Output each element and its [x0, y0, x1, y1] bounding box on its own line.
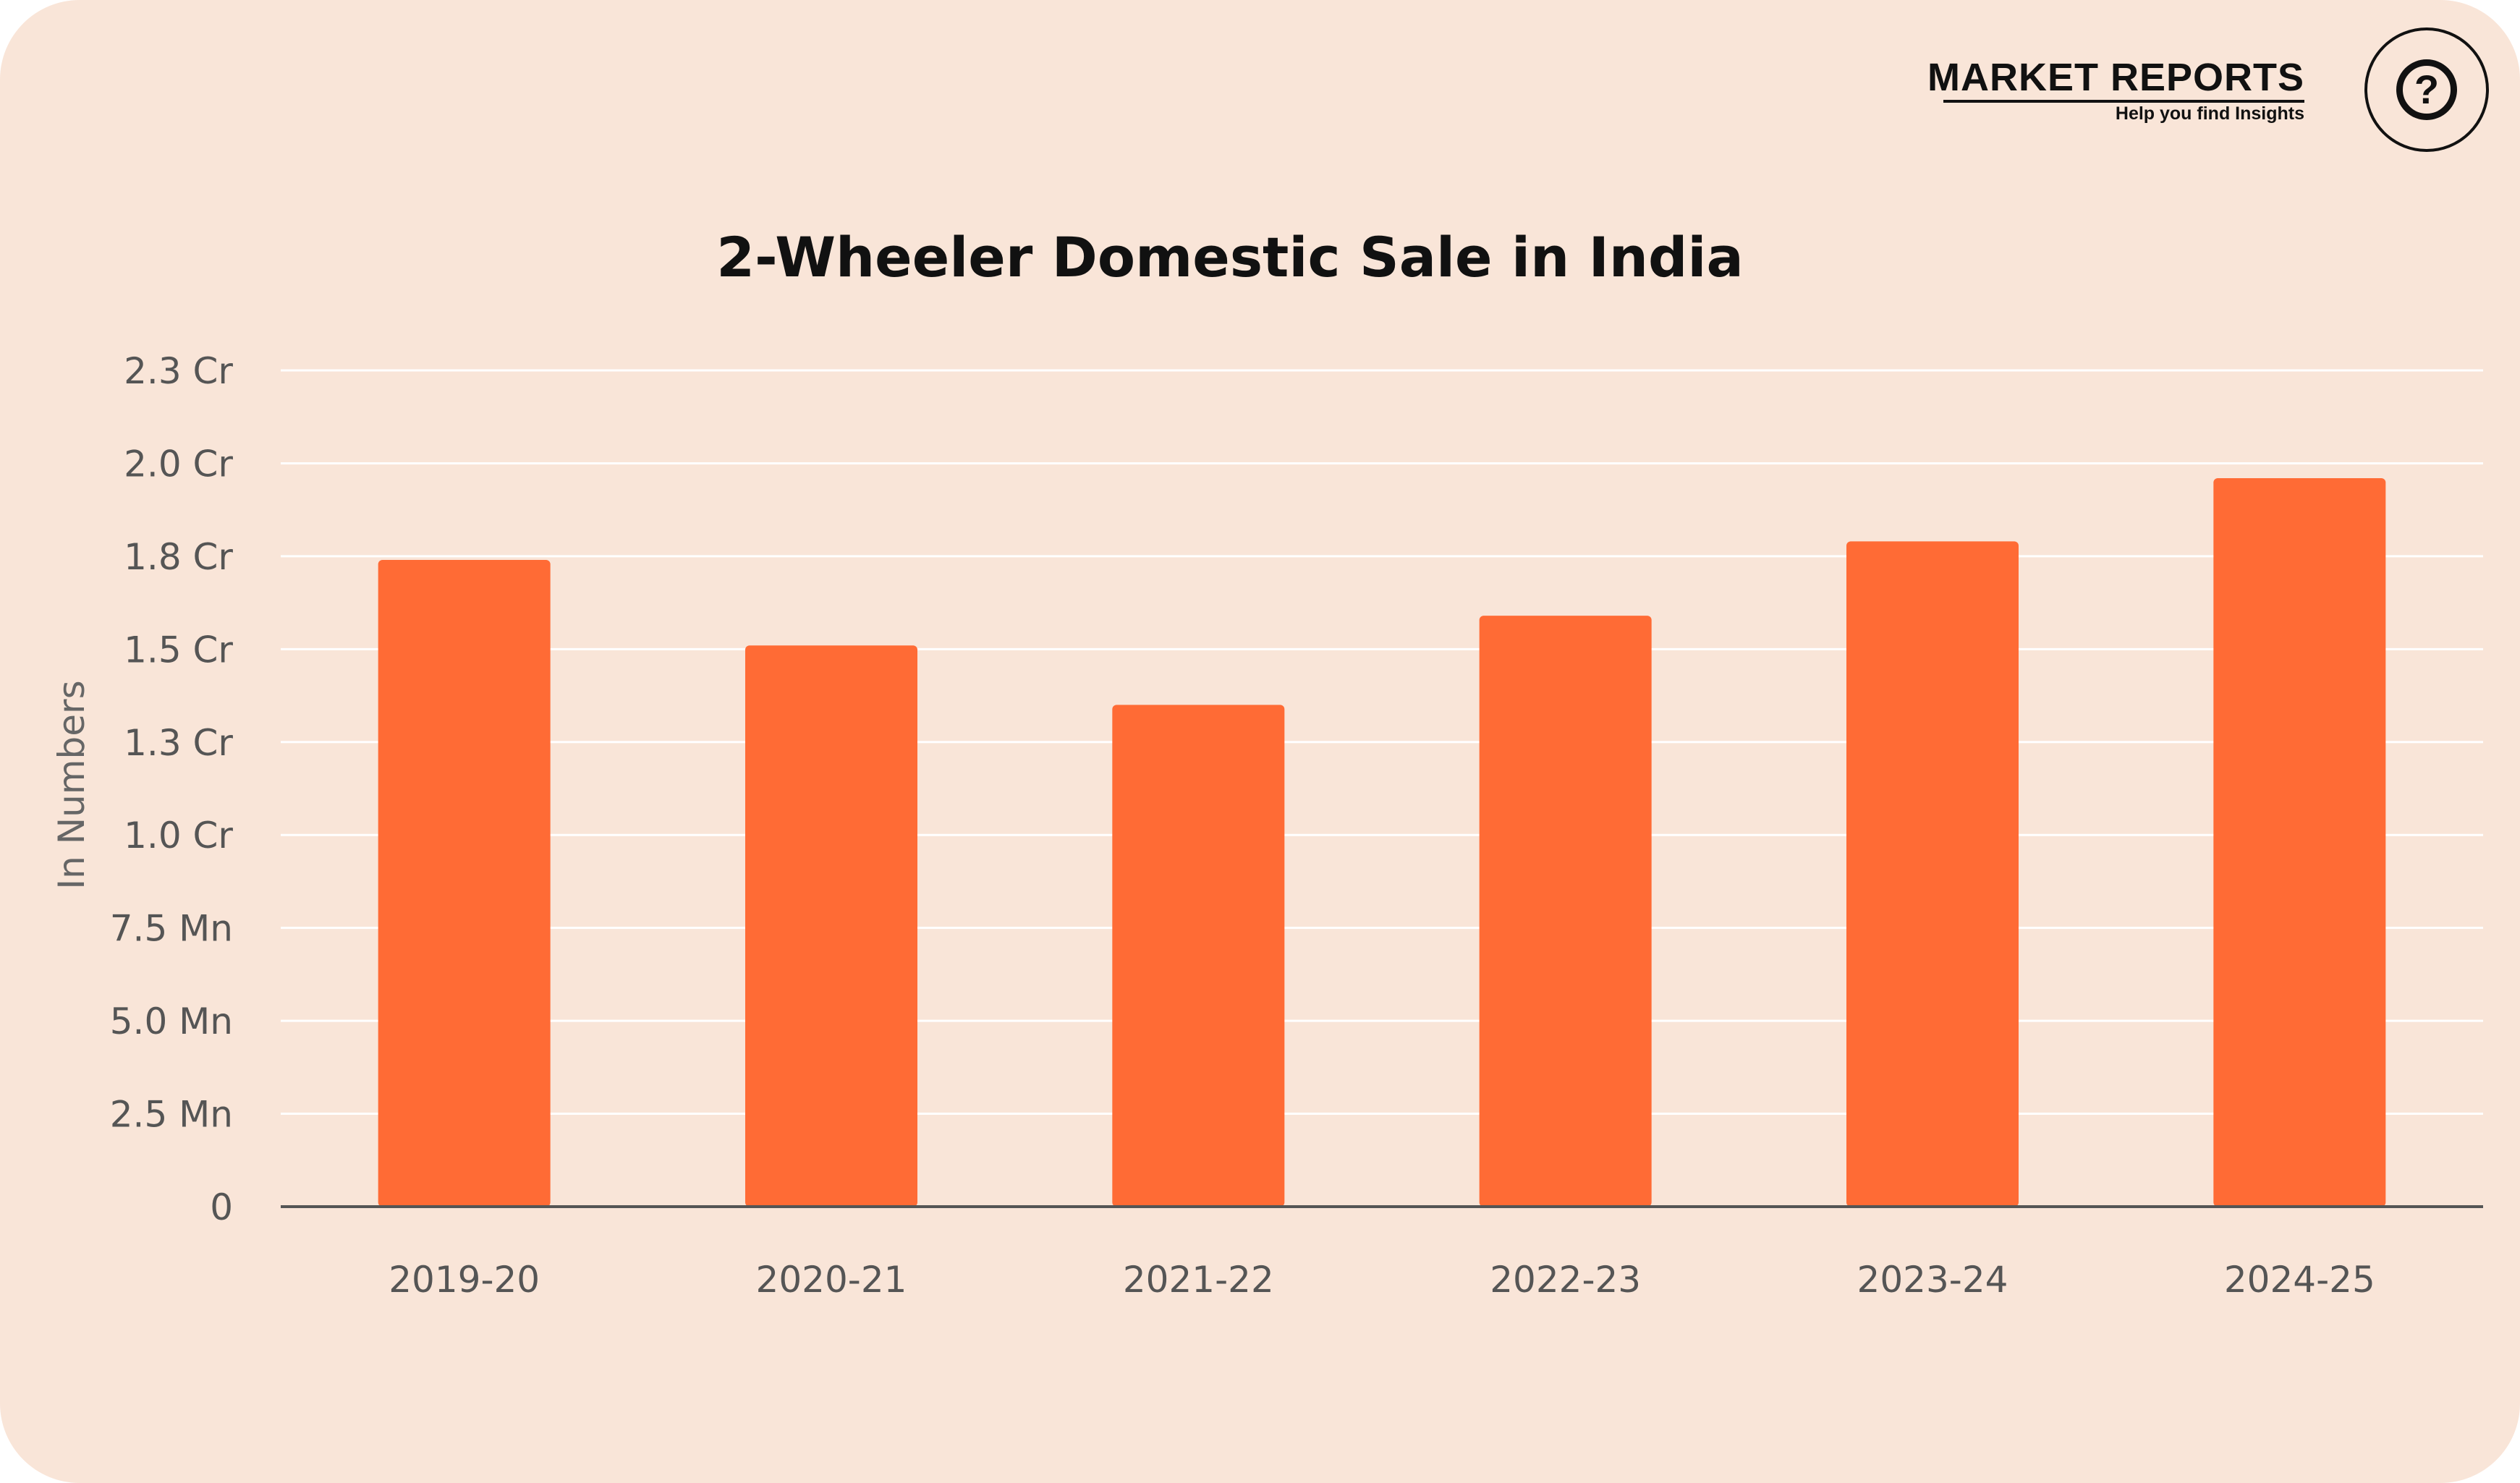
question-mark-icon: ?: [2396, 59, 2457, 120]
gridlines: [281, 369, 2483, 1116]
bar-2019-20[interactable]: [378, 560, 551, 1207]
brand-emblem: ?: [2364, 27, 2489, 152]
y-axis-title: In Numbers: [51, 680, 93, 889]
y-tick-label: 1.0 Cr: [124, 815, 233, 857]
y-tick-label: 5.0 Mn: [110, 1000, 233, 1042]
y-tick-label: 2.5 Mn: [110, 1094, 233, 1136]
bar-2023-24[interactable]: [1846, 541, 2019, 1207]
y-axis-ticks: 0 2.5 Mn 5.0 Mn 7.5 Mn 1.0 Cr 1.3 Cr 1.5 Cr 1.8…: [110, 350, 234, 1228]
chart-title: 2-Wheeler Domestic Sale in India: [716, 225, 1744, 289]
y-tick-label: 0: [210, 1186, 233, 1228]
x-tick-label: 2022-23: [1490, 1259, 1641, 1301]
y-tick-label: 1.5 Cr: [124, 629, 233, 671]
brand-underline: [1943, 100, 2304, 103]
x-tick-label: 2024-25: [2224, 1259, 2375, 1301]
x-tick-label: 2021-22: [1123, 1259, 1274, 1301]
y-tick-label: 2.3 Cr: [124, 350, 233, 392]
x-tick-label: 2019-20: [389, 1259, 540, 1301]
brand-tagline: Help you find Insights: [2115, 103, 2304, 124]
brand-name: MARKET REPORTS: [1927, 56, 2304, 99]
bar-2024-25[interactable]: [2213, 477, 2386, 1207]
bar-2020-21[interactable]: [745, 645, 917, 1207]
y-tick-label: 2.0 Cr: [124, 443, 233, 485]
bar-2022-23[interactable]: [1479, 616, 1652, 1207]
y-tick-label: 7.5 Mn: [110, 908, 233, 950]
brand-logo[interactable]: MARKET REPORTS Help you find Insights ?: [1927, 27, 2489, 161]
bars: [378, 477, 2386, 1207]
x-tick-label: 2023-24: [1857, 1259, 2008, 1301]
y-tick-label: 1.3 Cr: [124, 722, 233, 764]
x-axis-ticks: 2019-20 2020-21 2021-22 2022-23 2023-24 2024-…: [389, 1259, 2375, 1301]
y-tick-label: 1.8 Cr: [124, 536, 233, 578]
bar-2021-22[interactable]: [1112, 705, 1285, 1207]
x-tick-label: 2020-21: [756, 1259, 907, 1301]
